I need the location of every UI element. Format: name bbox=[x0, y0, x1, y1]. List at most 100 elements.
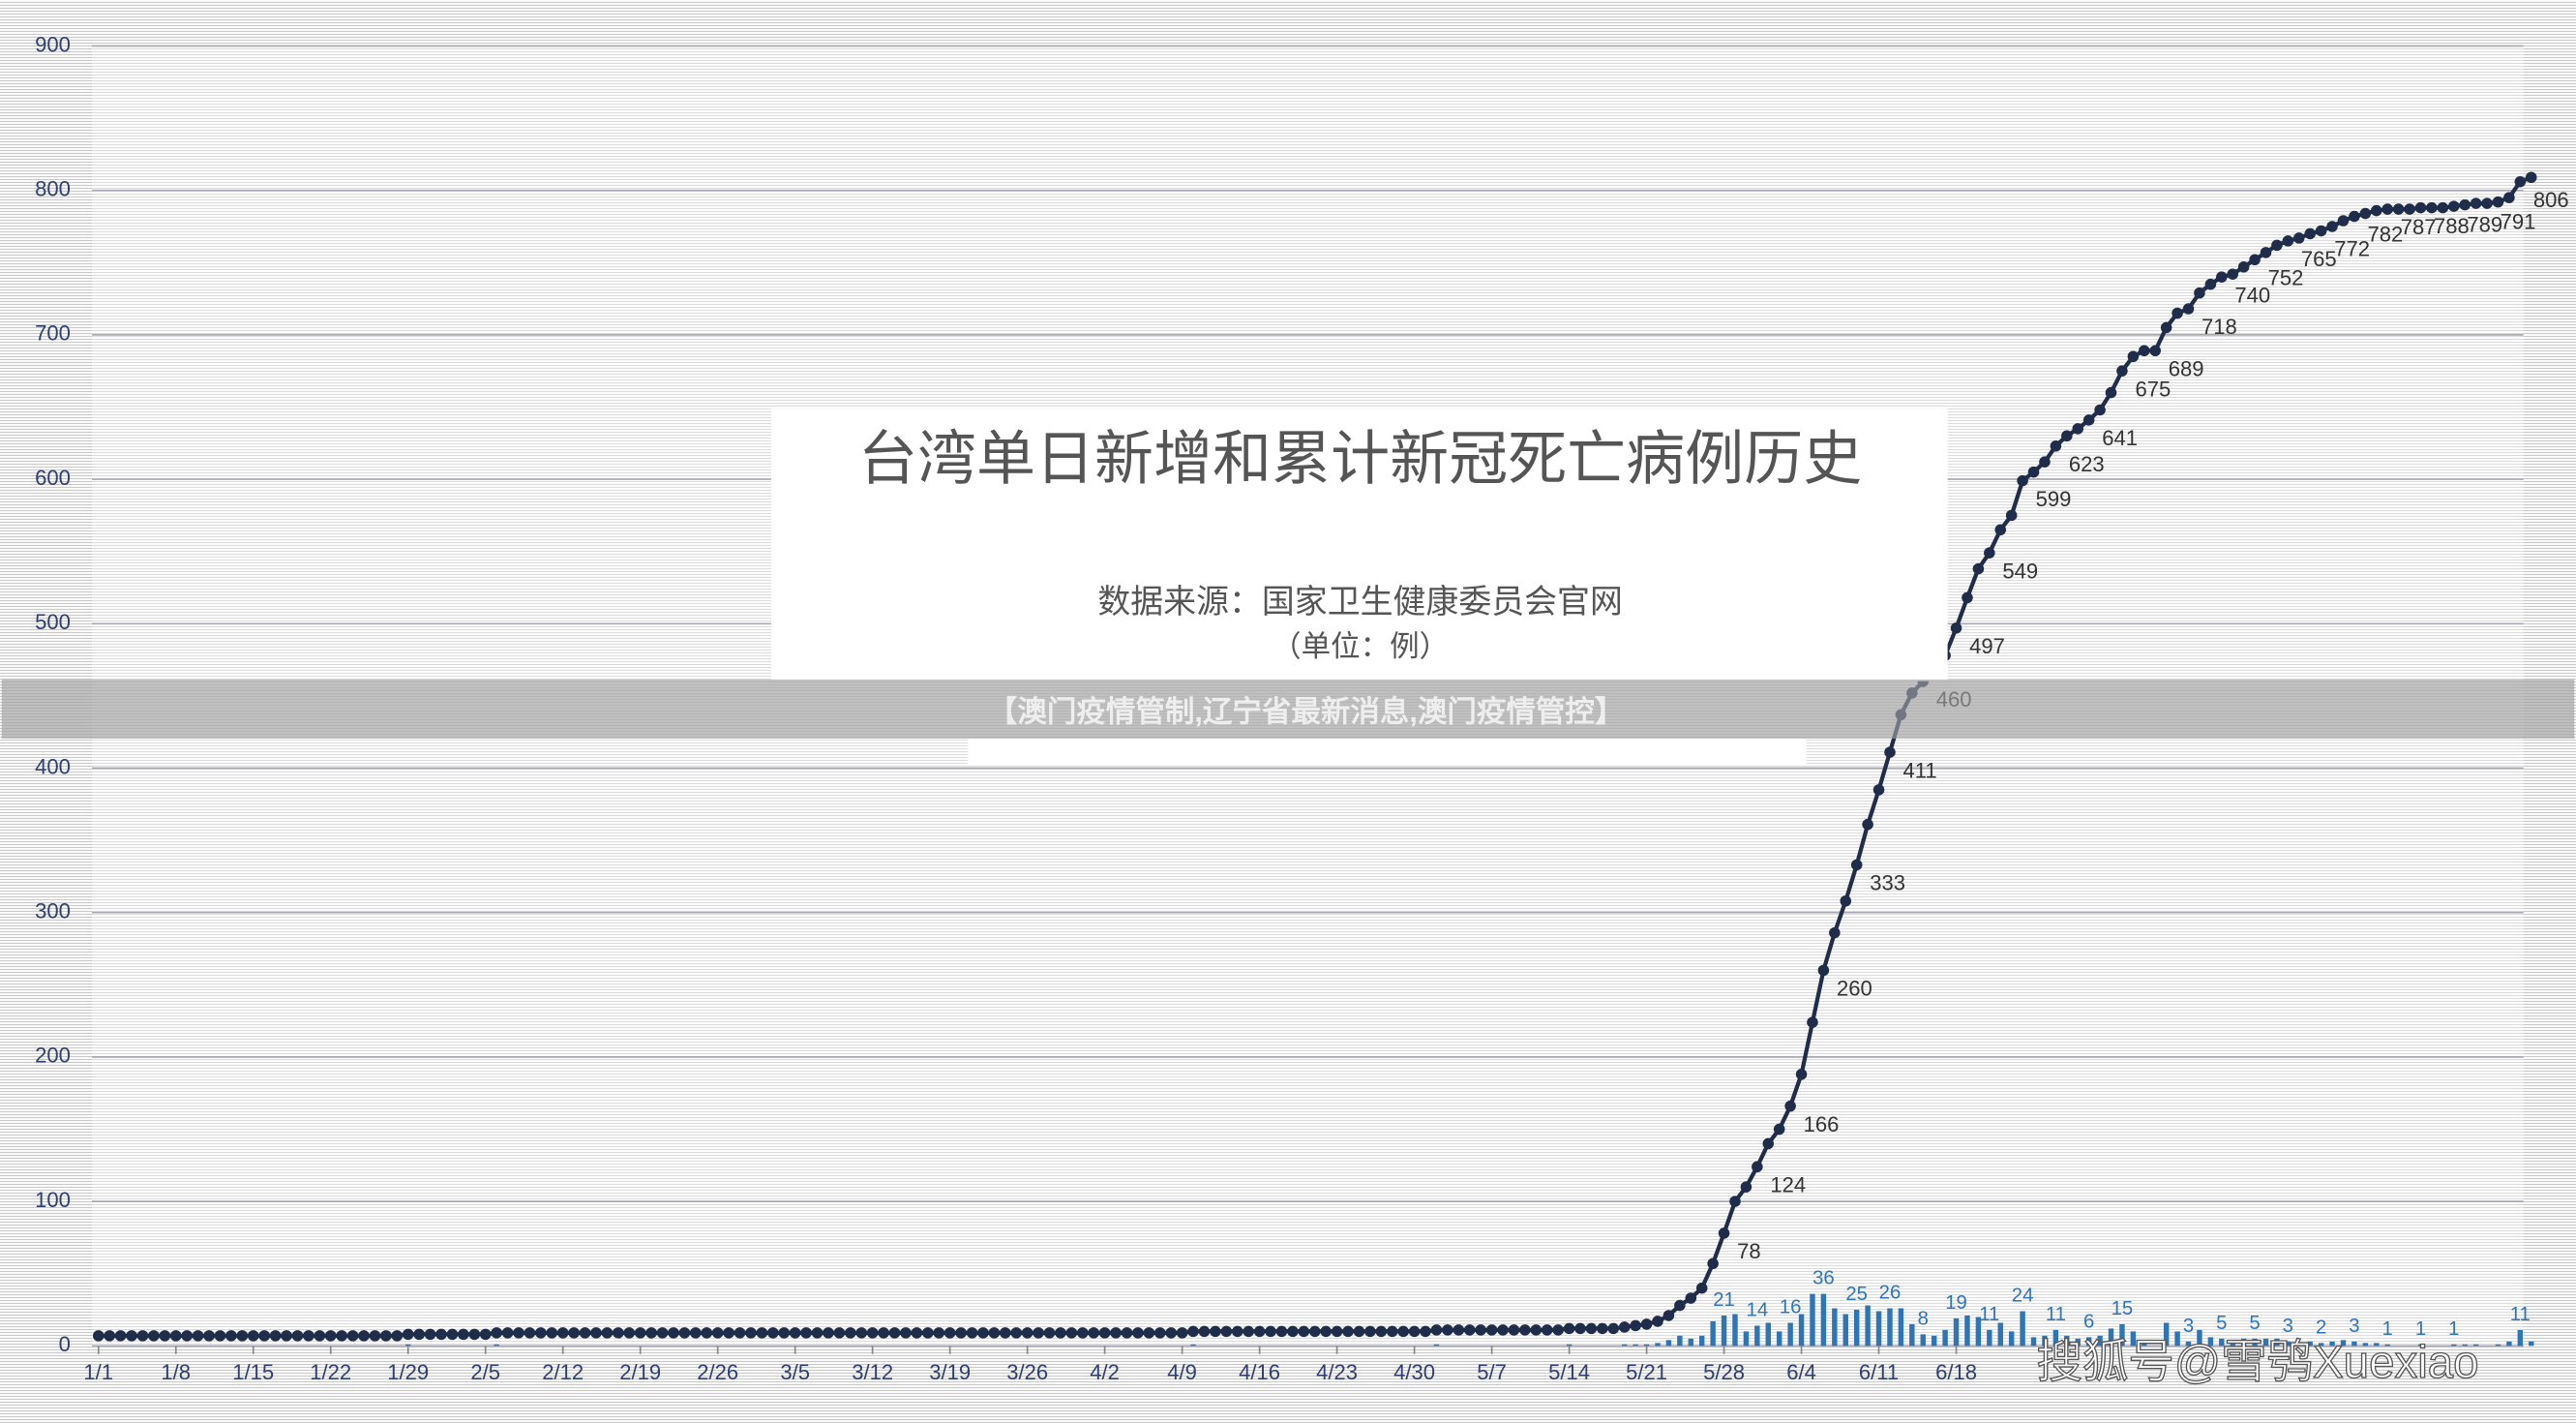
bar bbox=[494, 1344, 499, 1347]
line-marker bbox=[1043, 1327, 1056, 1339]
line-marker bbox=[1950, 622, 1962, 634]
line-marker bbox=[1420, 1325, 1431, 1338]
line-marker bbox=[2237, 260, 2250, 273]
line-marker bbox=[535, 1327, 547, 1339]
line-marker bbox=[1033, 1327, 1044, 1339]
line-marker bbox=[2249, 254, 2261, 266]
line-marker bbox=[1850, 859, 1863, 871]
bar-label: 3 bbox=[2183, 1316, 2194, 1337]
point-label: 549 bbox=[2002, 559, 2038, 583]
line-marker bbox=[955, 1327, 967, 1339]
line-marker bbox=[2381, 203, 2393, 215]
line-marker bbox=[2514, 175, 2527, 188]
bar bbox=[2197, 1329, 2202, 1347]
bar bbox=[2240, 1338, 2247, 1347]
bar-label: 24 bbox=[2012, 1286, 2034, 1307]
line-marker bbox=[479, 1328, 492, 1341]
line-marker bbox=[1773, 1123, 1785, 1135]
point-label: 675 bbox=[2136, 377, 2172, 401]
line-marker bbox=[1475, 1324, 1486, 1336]
bar bbox=[2064, 1335, 2070, 1347]
line-marker bbox=[1210, 1325, 1221, 1338]
line-marker bbox=[269, 1330, 282, 1342]
x-tick-label: 5/21 bbox=[1626, 1360, 1667, 1384]
line-marker bbox=[1253, 1325, 1266, 1338]
line-marker bbox=[1386, 1325, 1398, 1338]
line-marker bbox=[1519, 1324, 1531, 1336]
line-marker bbox=[1453, 1324, 1465, 1336]
line-marker bbox=[1574, 1322, 1586, 1335]
line-marker bbox=[1132, 1327, 1144, 1339]
bar bbox=[1997, 1322, 2003, 1347]
bar bbox=[2307, 1341, 2313, 1347]
x-tick-label: 2/26 bbox=[697, 1360, 738, 1384]
line-marker bbox=[1243, 1325, 1254, 1338]
line-marker bbox=[1718, 1227, 1730, 1239]
line-marker bbox=[1220, 1325, 1233, 1338]
line-marker bbox=[281, 1330, 292, 1342]
bar bbox=[2230, 1343, 2235, 1347]
line-marker bbox=[1729, 1196, 1741, 1207]
line-marker bbox=[2082, 414, 2095, 426]
line-marker bbox=[2216, 271, 2228, 283]
line-marker bbox=[579, 1327, 591, 1339]
bar bbox=[2285, 1341, 2291, 1347]
y-tick-label: 100 bbox=[35, 1188, 71, 1212]
line-marker bbox=[1541, 1324, 1553, 1336]
bar-label: 1 bbox=[2415, 1318, 2426, 1340]
line-marker bbox=[114, 1330, 127, 1342]
bar bbox=[1987, 1329, 1992, 1347]
y-tick-label: 500 bbox=[35, 610, 71, 634]
bar bbox=[1942, 1329, 1948, 1347]
line-marker bbox=[800, 1327, 812, 1339]
line-marker bbox=[2260, 247, 2272, 258]
line-marker bbox=[811, 1327, 824, 1339]
line-marker bbox=[2315, 225, 2327, 237]
line-marker bbox=[2470, 197, 2482, 209]
bar-label: 5 bbox=[2249, 1313, 2260, 1334]
point-label: 765 bbox=[2301, 247, 2337, 271]
banner-text: 【澳门疫情管制,辽宁省最新消息,澳门疫情管控】 bbox=[988, 695, 1624, 729]
bar bbox=[1710, 1320, 1716, 1347]
line-marker bbox=[1685, 1292, 1697, 1304]
x-tick-label: 1/8 bbox=[161, 1360, 191, 1384]
bar bbox=[2052, 1329, 2059, 1347]
line-marker bbox=[2072, 423, 2083, 435]
line-marker bbox=[1585, 1322, 1598, 1335]
x-tick-label: 4/2 bbox=[1090, 1360, 1120, 1384]
line-marker bbox=[2437, 201, 2449, 214]
line-marker bbox=[2194, 287, 2205, 299]
line-marker bbox=[556, 1327, 569, 1339]
y-tick-label: 700 bbox=[35, 321, 71, 346]
line-marker bbox=[977, 1327, 989, 1339]
line-marker bbox=[2492, 196, 2504, 208]
line-marker bbox=[1021, 1327, 1033, 1339]
bar bbox=[2075, 1338, 2081, 1347]
line-marker bbox=[601, 1327, 614, 1339]
line-marker bbox=[833, 1327, 846, 1339]
line-marker bbox=[2371, 204, 2382, 217]
line-marker bbox=[2027, 466, 2040, 478]
bar bbox=[2362, 1343, 2369, 1347]
line-marker bbox=[823, 1327, 834, 1339]
line-marker bbox=[1662, 1310, 1675, 1321]
bar-label: 11 bbox=[2510, 1304, 2531, 1325]
x-tick-label: 2/5 bbox=[470, 1360, 500, 1384]
x-tick-label: 6/11 bbox=[1859, 1360, 1899, 1384]
line-marker bbox=[2039, 456, 2051, 468]
line-marker bbox=[888, 1327, 901, 1339]
bar bbox=[1842, 1314, 1848, 1347]
line-marker bbox=[1077, 1327, 1089, 1339]
line-marker bbox=[1000, 1327, 1011, 1339]
line-marker bbox=[1308, 1325, 1321, 1338]
line-marker bbox=[424, 1328, 436, 1341]
line-marker bbox=[690, 1327, 702, 1339]
line-marker bbox=[169, 1330, 182, 1342]
line-marker bbox=[2404, 203, 2415, 215]
line-marker bbox=[346, 1330, 359, 1342]
bar bbox=[2296, 1343, 2302, 1347]
line-marker bbox=[391, 1330, 404, 1342]
bar-label: 6 bbox=[2083, 1311, 2094, 1332]
line-marker bbox=[380, 1330, 392, 1342]
bar bbox=[2008, 1331, 2015, 1347]
